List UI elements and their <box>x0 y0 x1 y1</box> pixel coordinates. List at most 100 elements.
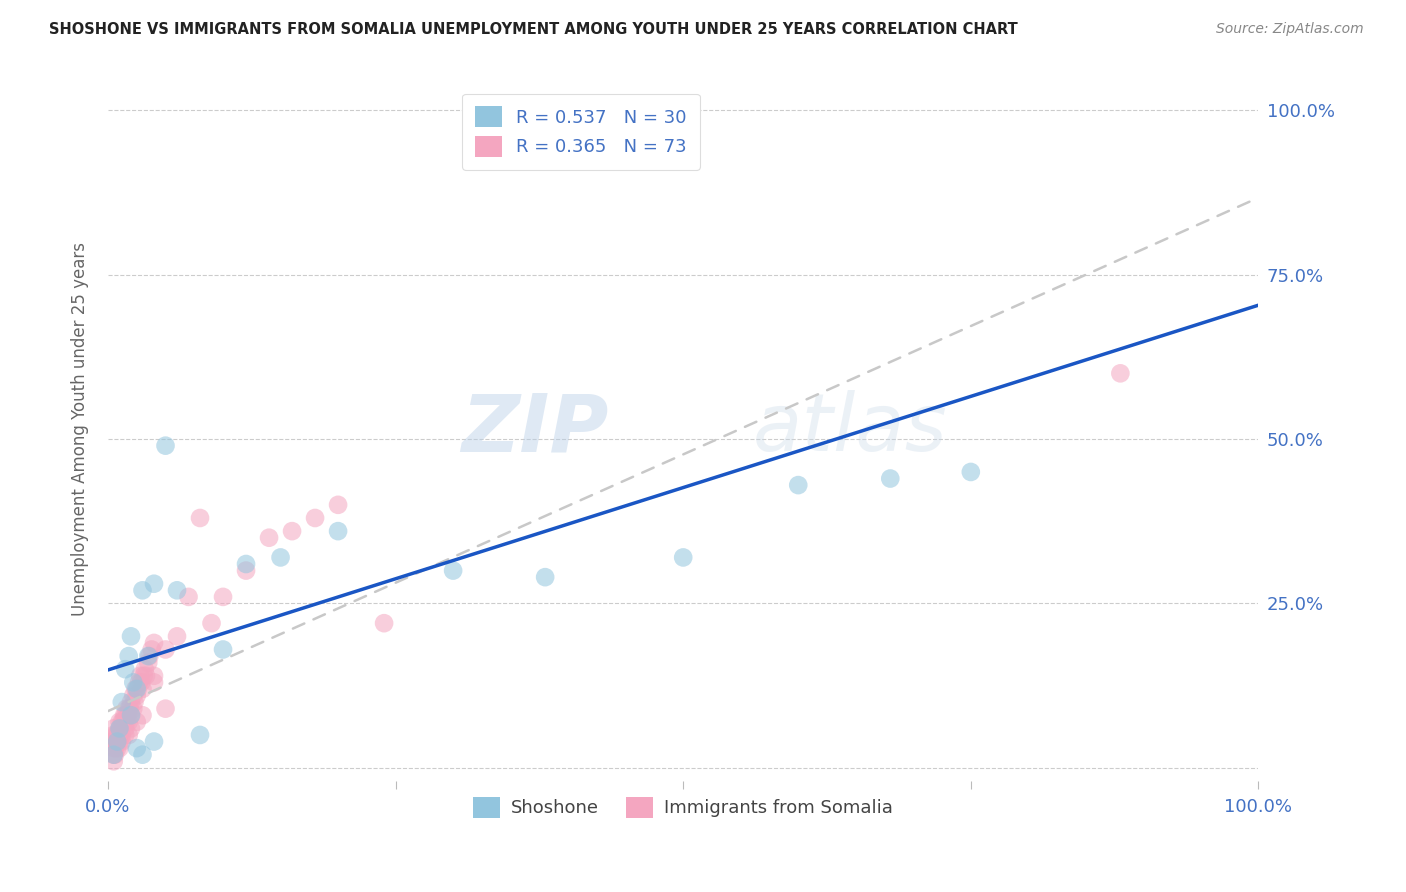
Point <box>118 701 141 715</box>
Point <box>499 123 522 137</box>
Point <box>143 669 166 683</box>
Point <box>103 722 125 736</box>
Y-axis label: Unemployment Among Youth under 25 years: Unemployment Among Youth under 25 years <box>72 243 89 616</box>
Point <box>134 662 156 676</box>
Point <box>118 701 141 715</box>
Point <box>235 557 257 571</box>
Point <box>959 465 981 479</box>
Point <box>143 675 166 690</box>
Point <box>120 722 142 736</box>
Point <box>118 728 141 742</box>
Point <box>103 728 125 742</box>
Point <box>105 734 128 748</box>
Point <box>105 728 128 742</box>
Point <box>125 689 148 703</box>
Point <box>124 695 146 709</box>
Point <box>131 708 153 723</box>
Point <box>128 675 150 690</box>
Point <box>1109 367 1132 381</box>
Point <box>136 648 159 663</box>
Point <box>105 734 128 748</box>
Point <box>787 478 810 492</box>
Point <box>257 531 280 545</box>
Point <box>122 701 145 715</box>
Point <box>111 734 134 748</box>
Point <box>122 675 145 690</box>
Point <box>132 669 155 683</box>
Point <box>120 629 142 643</box>
Point <box>155 642 177 657</box>
Point <box>212 642 235 657</box>
Point <box>108 714 131 729</box>
Point <box>166 629 188 643</box>
Point <box>131 747 153 762</box>
Text: ZIP: ZIP <box>461 390 609 468</box>
Point <box>111 714 134 729</box>
Point <box>125 681 148 696</box>
Legend: Shoshone, Immigrants from Somalia: Shoshone, Immigrants from Somalia <box>467 789 900 825</box>
Point <box>166 583 188 598</box>
Point <box>103 734 125 748</box>
Point <box>103 741 125 756</box>
Point <box>114 708 136 723</box>
Point <box>136 656 159 670</box>
Point <box>188 728 211 742</box>
Point <box>120 708 142 723</box>
Point <box>114 728 136 742</box>
Point <box>120 695 142 709</box>
Point <box>879 471 901 485</box>
Point <box>143 734 166 748</box>
Text: Source: ZipAtlas.com: Source: ZipAtlas.com <box>1216 22 1364 37</box>
Point <box>115 701 138 715</box>
Point <box>112 708 135 723</box>
Point <box>108 722 131 736</box>
Point <box>103 754 125 768</box>
Point <box>104 747 127 762</box>
Point <box>105 728 128 742</box>
Point <box>672 550 695 565</box>
Point <box>129 669 152 683</box>
Point <box>108 734 131 748</box>
Point <box>108 741 131 756</box>
Point <box>108 728 131 742</box>
Point <box>155 701 177 715</box>
Point <box>212 590 235 604</box>
Point <box>200 616 222 631</box>
Point <box>281 524 304 538</box>
Point <box>441 564 464 578</box>
Point <box>127 681 149 696</box>
Point <box>118 648 141 663</box>
Point <box>114 662 136 676</box>
Point <box>131 681 153 696</box>
Text: atlas: atlas <box>752 390 948 468</box>
Point <box>131 583 153 598</box>
Point <box>235 564 257 578</box>
Point <box>373 616 395 631</box>
Point <box>110 722 132 736</box>
Point <box>104 741 127 756</box>
Point <box>103 747 125 762</box>
Point <box>118 714 141 729</box>
Point <box>143 576 166 591</box>
Point <box>111 714 134 729</box>
Point <box>141 642 163 657</box>
Point <box>534 570 557 584</box>
Point <box>103 747 125 762</box>
Point <box>125 714 148 729</box>
Point <box>124 681 146 696</box>
Point <box>270 550 292 565</box>
Point <box>122 689 145 703</box>
Point <box>131 675 153 690</box>
Point <box>108 722 131 736</box>
Point <box>107 728 129 742</box>
Point <box>111 695 134 709</box>
Text: SHOSHONE VS IMMIGRANTS FROM SOMALIA UNEMPLOYMENT AMONG YOUTH UNDER 25 YEARS CORR: SHOSHONE VS IMMIGRANTS FROM SOMALIA UNEM… <box>49 22 1018 37</box>
Point <box>326 498 349 512</box>
Point <box>138 648 160 663</box>
Point <box>155 439 177 453</box>
Point <box>304 511 326 525</box>
Point <box>326 524 349 538</box>
Point <box>105 741 128 756</box>
Point <box>115 714 138 729</box>
Point <box>114 722 136 736</box>
